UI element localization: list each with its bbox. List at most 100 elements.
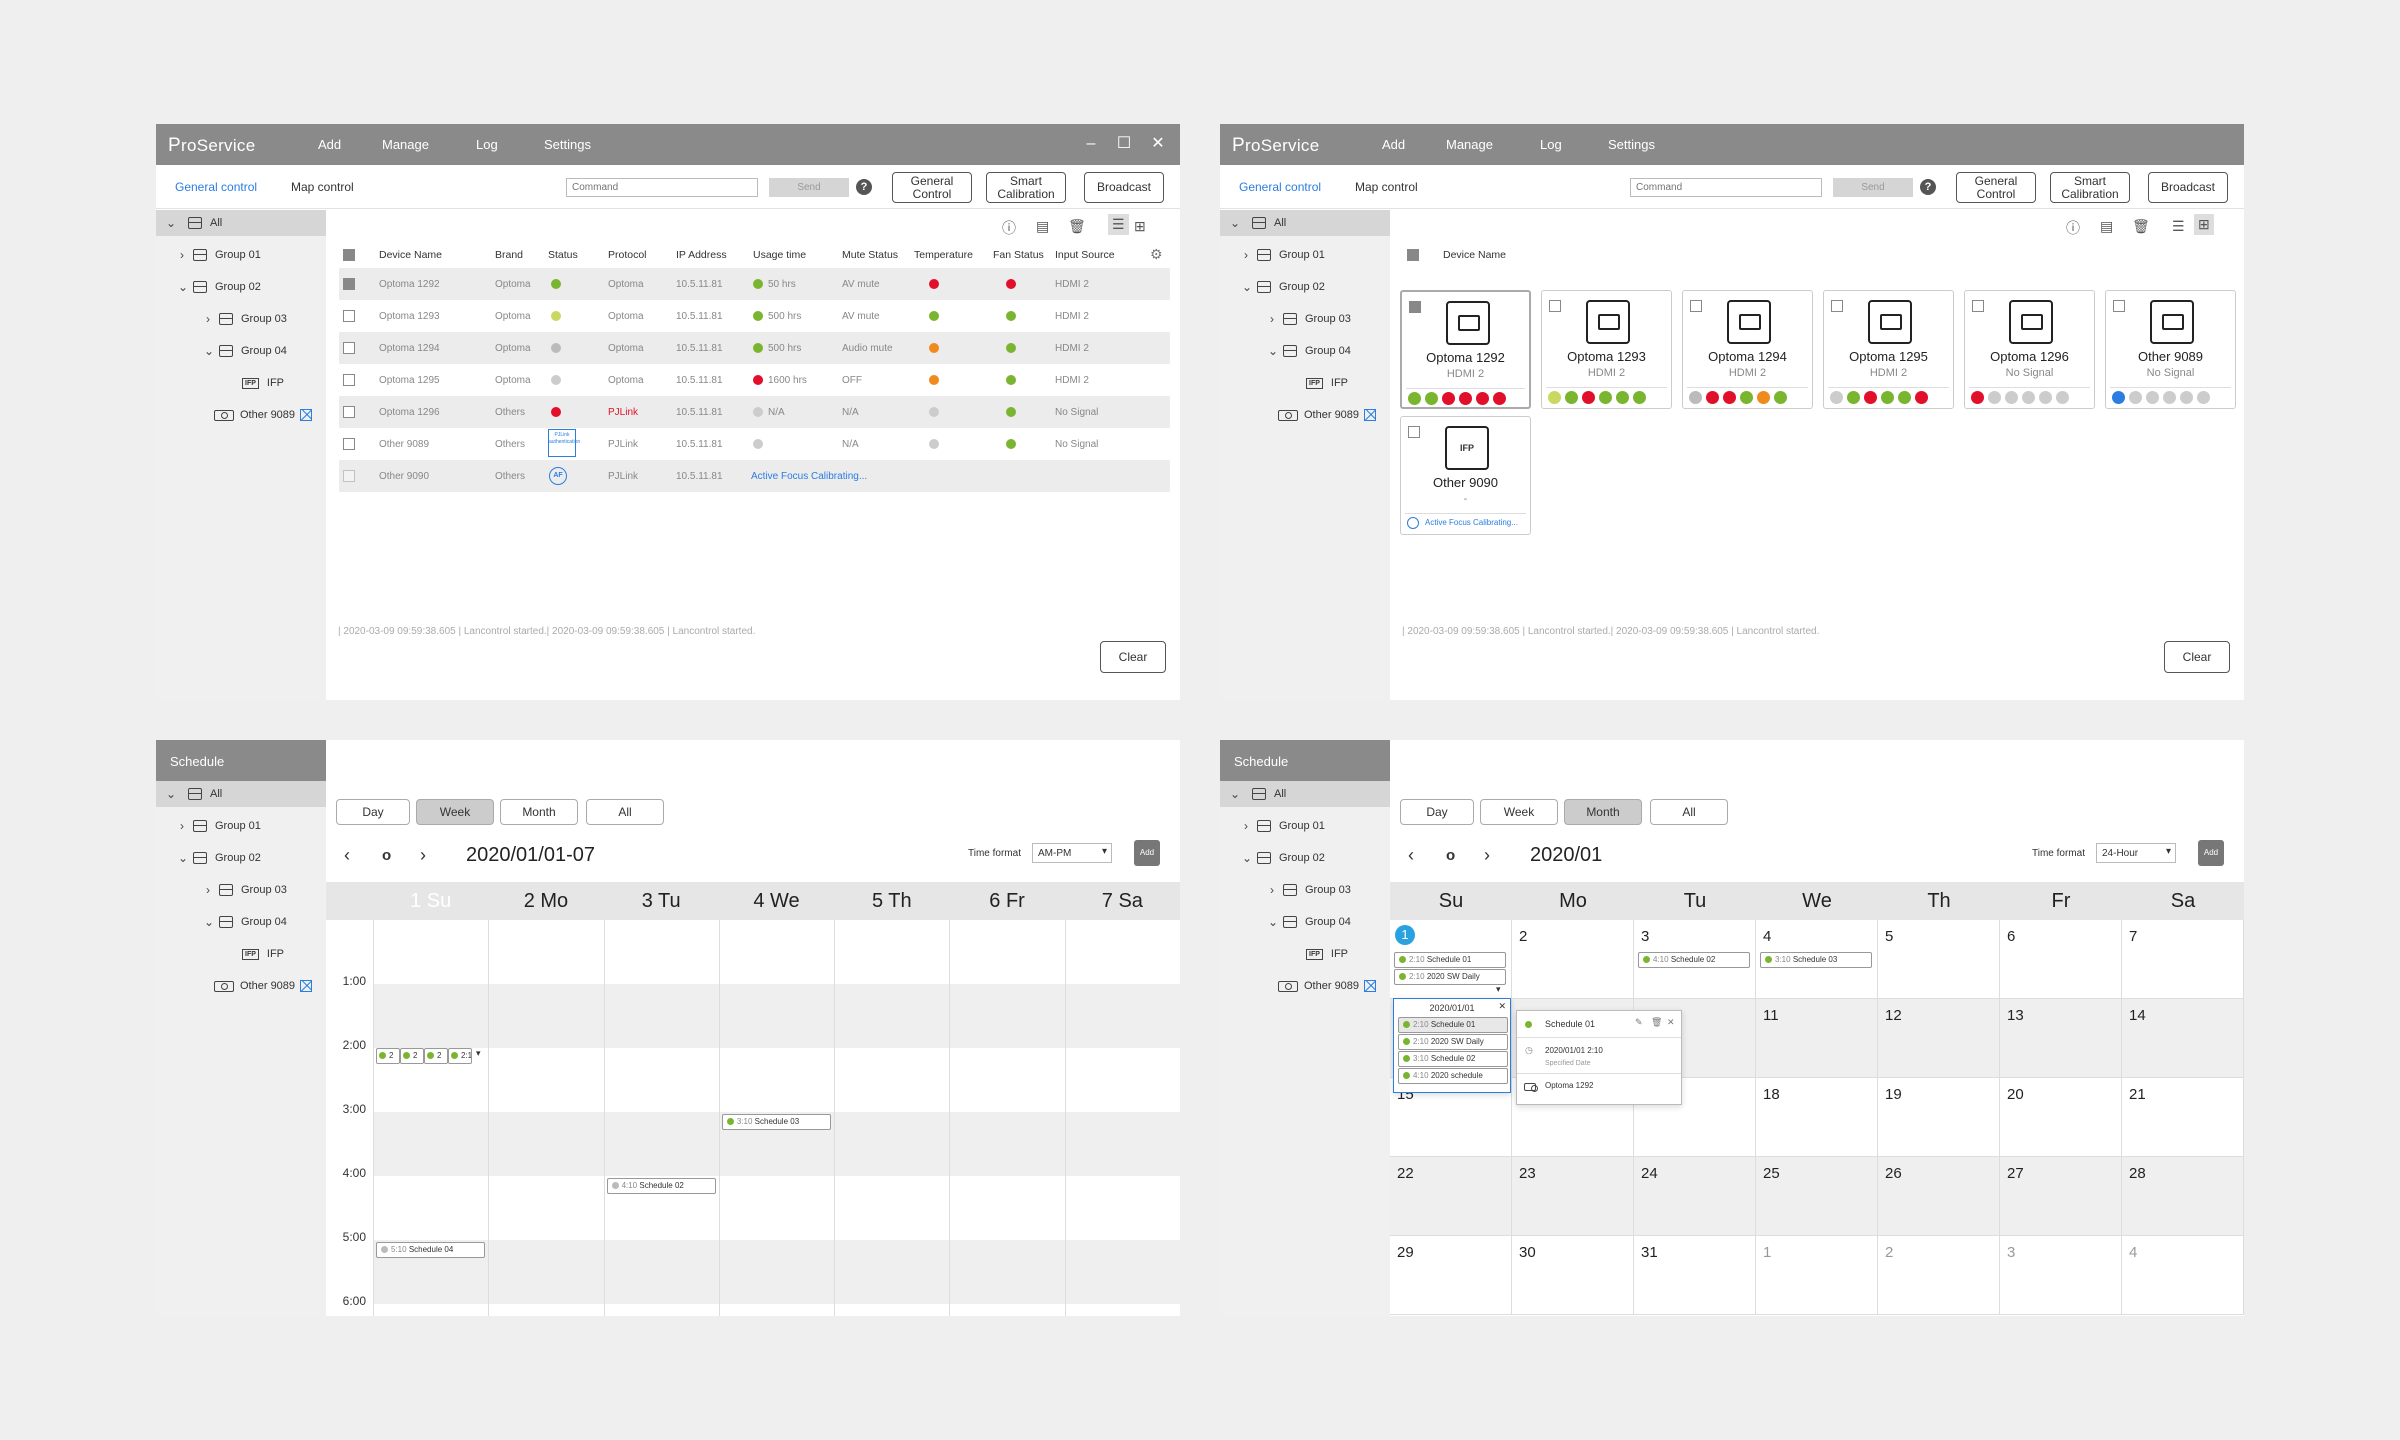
- calendar-day[interactable]: 11: [1756, 999, 1878, 1078]
- tree-node-other9089[interactable]: Other 9089: [1278, 402, 1377, 428]
- calendar-day[interactable]: 26: [1878, 1157, 2000, 1236]
- view-month-button[interactable]: Month: [1564, 799, 1642, 825]
- calendar-day[interactable]: 7: [2122, 920, 2244, 999]
- chevron-down-icon[interactable]: ⌄: [178, 851, 189, 865]
- chevron-right-icon[interactable]: ›: [206, 312, 210, 326]
- tree-node-all[interactable]: ⌄ All: [1220, 781, 1390, 807]
- schedule-event[interactable]: 2: [376, 1048, 400, 1064]
- device-card[interactable]: Other 9089 No Signal: [2105, 290, 2236, 409]
- calendar-day[interactable]: 30: [1512, 1236, 1634, 1315]
- card-checkbox[interactable]: [1690, 300, 1702, 312]
- chevron-down-icon[interactable]: ⌄: [1268, 344, 1279, 358]
- clear-button[interactable]: Clear: [2164, 641, 2230, 673]
- tree-node-group02[interactable]: ⌄ Group 02: [178, 845, 261, 871]
- col-usage-time[interactable]: Usage time: [753, 249, 807, 261]
- card-checkbox[interactable]: [1972, 300, 1984, 312]
- chevron-down-icon[interactable]: ⌄: [178, 280, 189, 294]
- table-row[interactable]: Optoma 1292 Optoma Optoma 10.5.11.81 50 hrs A…: [339, 268, 1170, 300]
- tree-node-group03[interactable]: › Group 03: [206, 306, 287, 332]
- col-fan-status[interactable]: Fan Status: [993, 249, 1044, 261]
- command-input[interactable]: [1630, 178, 1822, 197]
- col-ip-address[interactable]: IP Address: [676, 249, 727, 261]
- schedule-event[interactable]: 5:10 Schedule 04: [376, 1242, 486, 1258]
- schedule-event[interactable]: 2: [400, 1048, 424, 1064]
- tree-node-group02[interactable]: ⌄ Group 02: [1242, 845, 1325, 871]
- maximize-icon[interactable]: ☐: [1116, 135, 1132, 152]
- trash-icon[interactable]: 🗑: [2132, 218, 2150, 234]
- add-schedule-button[interactable]: Add: [2198, 840, 2224, 866]
- calendar-day[interactable]: 1: [1756, 1236, 1878, 1315]
- tree-node-all[interactable]: ⌄ All: [156, 781, 326, 807]
- tab-map-control[interactable]: Map control: [291, 180, 354, 194]
- popup-event[interactable]: 4:10 2020 schedule: [1398, 1068, 1508, 1084]
- menu-add[interactable]: Add: [1382, 137, 1406, 152]
- help-icon[interactable]: ?: [856, 179, 872, 195]
- chevron-right-icon[interactable]: ›: [180, 248, 184, 262]
- view-all-button[interactable]: All: [586, 799, 664, 825]
- col-mute-status[interactable]: Mute Status: [842, 249, 899, 261]
- table-row[interactable]: Optoma 1295 Optoma Optoma 10.5.11.81 1600 hr…: [339, 364, 1170, 396]
- menu-settings[interactable]: Settings: [544, 137, 591, 152]
- time-format-select[interactable]: 24-Hour ▾: [2096, 843, 2176, 863]
- chevron-right-icon[interactable]: ›: [1270, 883, 1274, 897]
- schedule-event[interactable]: 3:10 Schedule 03: [1760, 952, 1872, 968]
- chevron-down-icon[interactable]: ⌄: [204, 915, 215, 929]
- calendar-day[interactable]: 20: [2000, 1078, 2122, 1157]
- tab-general-control[interactable]: General control: [1239, 180, 1322, 194]
- device-card[interactable]: Optoma 1293 HDMI 2: [1541, 290, 1672, 409]
- chevron-down-icon[interactable]: ⌄: [166, 216, 177, 230]
- calendar-day[interactable]: 28: [2122, 1157, 2244, 1236]
- table-row[interactable]: Other 9089 Others PJLink 10.5.11.81 N/A No Si…: [339, 428, 1170, 460]
- tree-node-group04[interactable]: ⌄ Group 04: [1268, 909, 1351, 935]
- trash-icon[interactable]: 🗑: [1651, 1017, 1663, 1027]
- calendar-day[interactable]: 4: [2122, 1236, 2244, 1315]
- card-checkbox[interactable]: [1409, 301, 1421, 313]
- prev-period-icon[interactable]: ‹: [1408, 845, 1414, 865]
- calendar-icon[interactable]: ▤: [2100, 218, 2114, 234]
- tree-node-group03[interactable]: › Group 03: [1270, 306, 1351, 332]
- col-brand[interactable]: Brand: [495, 249, 524, 261]
- row-checkbox[interactable]: [343, 470, 355, 482]
- col-protocol[interactable]: Protocol: [608, 249, 647, 261]
- card-checkbox[interactable]: [1408, 426, 1420, 438]
- row-checkbox[interactable]: [343, 310, 355, 322]
- trash-icon[interactable]: 🗑: [1068, 218, 1086, 234]
- day-header[interactable]: We: [1756, 882, 1878, 920]
- device-card[interactable]: IFP Other 9090 - Active Focus Calibrating..…: [1400, 416, 1531, 535]
- chevron-down-icon[interactable]: ⌄: [204, 344, 215, 358]
- chevron-right-icon[interactable]: ›: [1244, 248, 1248, 262]
- chevron-right-icon[interactable]: ›: [180, 819, 184, 833]
- calendar-day[interactable]: 31: [1634, 1236, 1756, 1315]
- device-card[interactable]: Optoma 1292 HDMI 2: [1400, 290, 1531, 409]
- day-header[interactable]: 4 We: [718, 882, 835, 920]
- device-card[interactable]: Optoma 1296 No Signal: [1964, 290, 2095, 409]
- general-control-button[interactable]: General Control: [1956, 172, 2036, 203]
- day-header[interactable]: Th: [1878, 882, 2000, 920]
- day-header[interactable]: Mo: [1512, 882, 1634, 920]
- col-input-source[interactable]: Input Source: [1055, 249, 1115, 261]
- tree-node-ifp[interactable]: IFP IFP: [242, 370, 284, 396]
- table-row[interactable]: Optoma 1294 Optoma Optoma 10.5.11.81 500 hrs…: [339, 332, 1170, 364]
- tree-node-other9089[interactable]: Other 9089: [214, 973, 313, 999]
- gear-icon[interactable]: ⚙: [1150, 246, 1163, 262]
- tree-node-ifp[interactable]: IFP IFP: [1306, 941, 1348, 967]
- tab-general-control[interactable]: General control: [175, 180, 258, 194]
- clear-button[interactable]: Clear: [1100, 641, 1166, 673]
- info-icon[interactable]: ⓘ: [1002, 220, 1016, 236]
- schedule-event[interactable]: 2:10 2020 SW Daily: [1394, 969, 1506, 985]
- general-control-button[interactable]: General Control: [892, 172, 972, 203]
- popup-event[interactable]: 3:10 Schedule 02: [1398, 1051, 1508, 1067]
- row-checkbox[interactable]: [343, 342, 355, 354]
- calendar-day[interactable]: 19: [1878, 1078, 2000, 1157]
- close-icon[interactable]: ✕: [1151, 135, 1165, 152]
- calendar-day[interactable]: 13: [2000, 999, 2122, 1078]
- row-checkbox[interactable]: [343, 406, 355, 418]
- select-all-checkbox[interactable]: [343, 249, 355, 261]
- view-day-button[interactable]: Day: [1400, 799, 1474, 825]
- chevron-down-icon[interactable]: ⌄: [1242, 280, 1253, 294]
- chevron-down-icon[interactable]: ⌄: [166, 787, 177, 801]
- day-header[interactable]: Su: [1390, 882, 1512, 920]
- row-checkbox[interactable]: [343, 438, 355, 450]
- chevron-down-icon[interactable]: ⌄: [1230, 787, 1241, 801]
- card-checkbox[interactable]: [1549, 300, 1561, 312]
